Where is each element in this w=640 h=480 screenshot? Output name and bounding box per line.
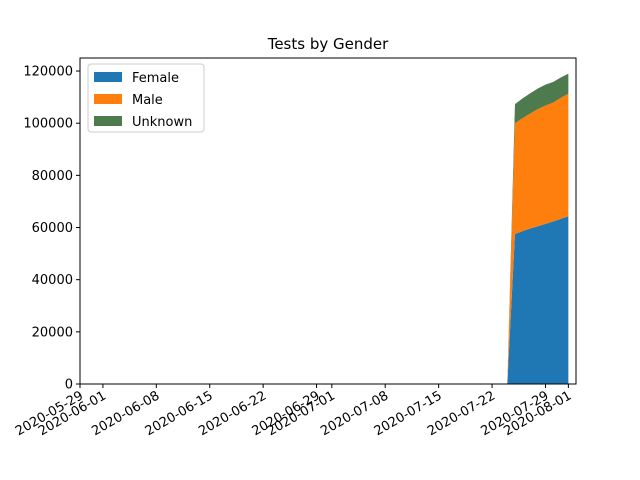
y-tick-label: 20000	[32, 325, 73, 340]
legend-label-unknown: Unknown	[132, 115, 192, 130]
y-tick-label: 0	[65, 378, 73, 393]
legend-swatch-female	[94, 72, 122, 82]
y-tick-label: 40000	[32, 273, 73, 288]
legend-label-female: Female	[132, 71, 179, 86]
area-female	[507, 216, 569, 384]
legend-swatch-male	[94, 94, 122, 104]
plot-frame	[79, 57, 577, 385]
legend: Female Male Unknown	[87, 63, 205, 133]
chart-title: Tests by Gender	[267, 35, 389, 53]
area-layers	[507, 73, 569, 385]
area-male	[507, 93, 569, 384]
y-tick-label: 60000	[32, 221, 73, 236]
legend-swatch-unknown	[94, 116, 122, 126]
y-tick-label: 100000	[23, 117, 73, 132]
y-tick-label: 120000	[23, 65, 73, 80]
y-tick-label: 80000	[32, 169, 73, 184]
legend-label-male: Male	[132, 93, 163, 108]
